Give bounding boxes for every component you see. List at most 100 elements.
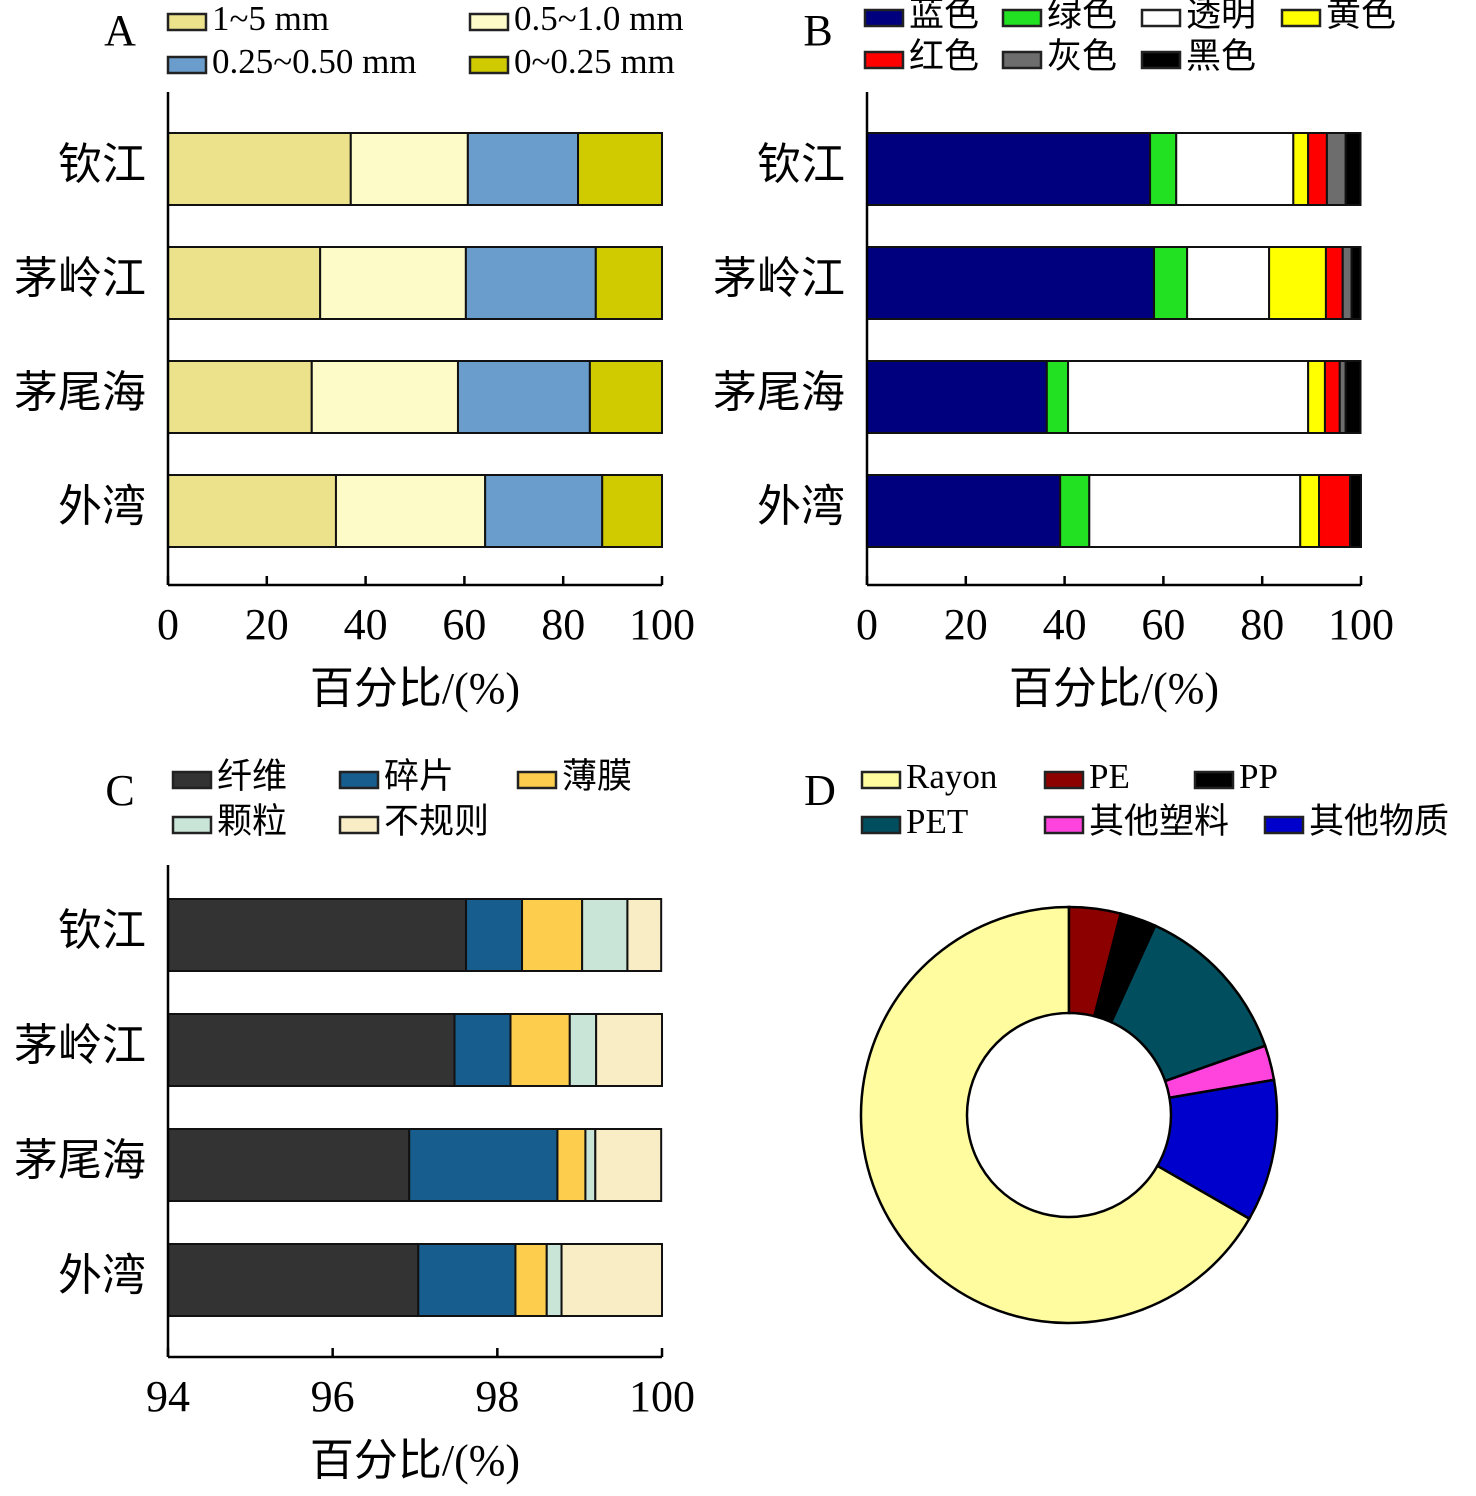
panel-label: B [803, 6, 832, 55]
legend-label: 纤维 [217, 757, 287, 796]
legend-swatch [1263, 815, 1305, 835]
bar-segment [1307, 132, 1328, 206]
legend-swatch [1193, 770, 1235, 790]
bar-segment [408, 1128, 559, 1202]
bar-segment [319, 246, 467, 320]
x-tick-label: 0 [157, 600, 179, 649]
x-tick-label: 98 [475, 1372, 519, 1421]
bar-segment [601, 474, 664, 548]
legend-label: 黑色 [1186, 37, 1256, 76]
x-tick-label: 100 [629, 1372, 695, 1421]
legend-label: 1~5 mm [212, 0, 329, 38]
category-label: 茅尾海 [14, 1136, 146, 1185]
x-tick-label: 40 [1043, 600, 1087, 649]
legend-label: 黄色 [1326, 0, 1396, 34]
legend-label: 灰色 [1047, 37, 1117, 76]
bar-segment [465, 898, 524, 972]
legend-label: 0.25~0.50 mm [212, 42, 417, 81]
x-tick-label: 20 [245, 600, 289, 649]
legend-label: 其他物质 [1309, 802, 1449, 841]
donut-slice [859, 905, 1252, 1325]
legend-swatch [171, 770, 213, 790]
bar-segment [509, 1013, 571, 1087]
x-tick-label: 60 [1141, 600, 1185, 649]
bar-segment [453, 1013, 512, 1087]
bar-segment [1045, 360, 1070, 434]
bar-segment [1153, 246, 1189, 320]
legend-swatch [338, 815, 380, 835]
bar-segment [1344, 360, 1362, 434]
bar-segment [594, 1128, 663, 1202]
bar-segment [866, 360, 1048, 434]
bar-segment [464, 246, 597, 320]
bar-segment [466, 132, 580, 206]
bar-segment [349, 132, 469, 206]
bar-segment [417, 1243, 517, 1317]
bar-segment [167, 1013, 456, 1087]
bar-segment [167, 474, 337, 548]
x-tick-label: 0 [856, 600, 878, 649]
bar-segment [556, 1128, 587, 1202]
legend-swatch [1001, 50, 1043, 70]
bar-segment [581, 898, 629, 972]
category-label: 茅尾海 [14, 368, 146, 417]
x-tick-label: 100 [1328, 600, 1394, 649]
legend-swatch [516, 770, 558, 790]
legend-label: 0~0.25 mm [514, 42, 675, 81]
bar-segment [1149, 132, 1178, 206]
x-tick-label: 80 [541, 600, 585, 649]
legend-label: 其他塑料 [1089, 802, 1229, 841]
bar-segment [545, 1243, 563, 1317]
x-axis-title: 百分比/(%) [1009, 664, 1219, 713]
x-axis-title: 百分比/(%) [310, 664, 520, 713]
bar-segment [595, 1013, 664, 1087]
donut-slice [1155, 1078, 1279, 1221]
category-label: 茅岭江 [713, 254, 845, 303]
legend-label: 绿色 [1047, 0, 1117, 34]
legend-swatch [860, 770, 902, 790]
bar-segment [310, 360, 459, 434]
bar-segment [866, 246, 1156, 320]
bar-segment [568, 1013, 598, 1087]
bar-segment [167, 360, 313, 434]
legend-label: 不规则 [384, 802, 489, 841]
bar-segment [866, 474, 1062, 548]
legend-label: 碎片 [384, 757, 454, 796]
bar-segment [1341, 246, 1353, 320]
legend-swatch [1043, 815, 1085, 835]
bar-segment [456, 360, 591, 434]
legend-swatch [1140, 8, 1182, 28]
legend-swatch [863, 8, 905, 28]
category-label: 茅岭江 [14, 1021, 146, 1070]
x-tick-label: 20 [944, 600, 988, 649]
bar-segment [1350, 246, 1362, 320]
category-label: 外湾 [757, 482, 845, 531]
bar-segment [560, 1243, 664, 1317]
x-tick-label: 60 [442, 600, 486, 649]
x-tick-label: 80 [1240, 600, 1284, 649]
bar-segment [167, 1128, 411, 1202]
x-tick-label: 40 [344, 600, 388, 649]
legend-label: PET [906, 802, 968, 841]
bar-segment [1324, 246, 1344, 320]
bar-segment [577, 132, 664, 206]
bar-segment [521, 898, 584, 972]
bar-segment [484, 474, 604, 548]
bar-segment [1325, 132, 1347, 206]
category-label: 茅岭江 [14, 254, 146, 303]
x-tick-label: 100 [629, 600, 695, 649]
bar-segment [1292, 132, 1310, 206]
category-label: 外湾 [58, 1251, 146, 1300]
bar-segment [594, 246, 664, 320]
legend-swatch [863, 50, 905, 70]
legend-swatch [860, 815, 902, 835]
bar-segment [514, 1243, 548, 1317]
bar-segment [334, 474, 487, 548]
legend-label: 蓝色 [909, 0, 979, 34]
legend-label: 0.5~1.0 mm [514, 0, 684, 38]
bar-segment [626, 898, 663, 972]
legend-label: 颗粒 [217, 802, 287, 841]
legend-swatch [171, 815, 213, 835]
bar-segment [167, 132, 352, 206]
panel-label: D [804, 766, 836, 815]
